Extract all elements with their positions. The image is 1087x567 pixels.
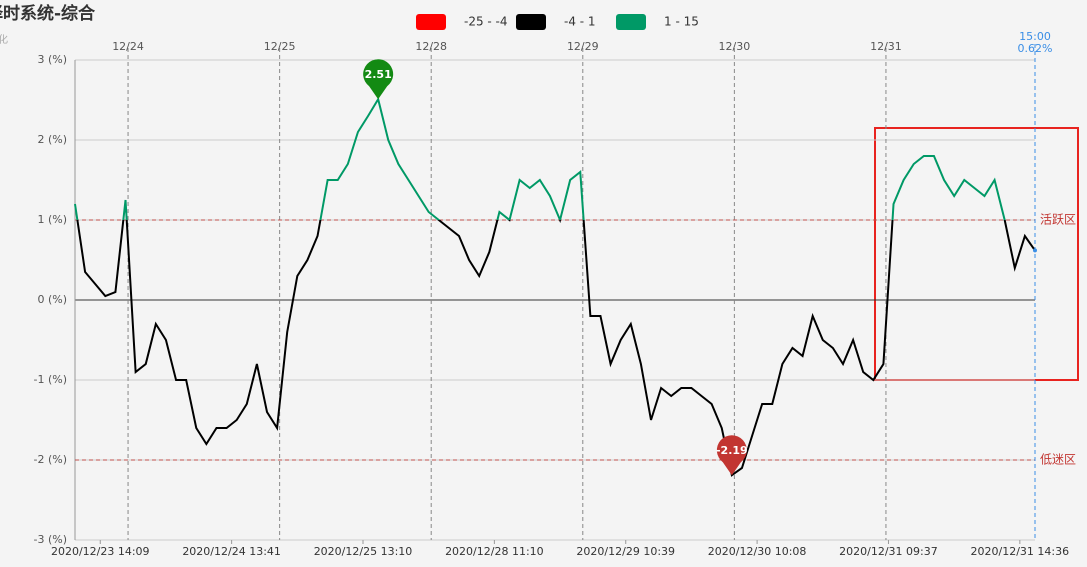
x-tick-label: 2020/12/25 13:10	[314, 545, 413, 558]
top-tick-label: 12/31	[870, 40, 902, 53]
data-line	[74, 96, 1036, 477]
x-tick-label: 2020/12/28 11:10	[445, 545, 544, 558]
x-tick-label: 2020/12/30 10:08	[708, 545, 807, 558]
top-tick-label: 12/24	[112, 40, 144, 53]
legend-label: -25 - -4	[464, 15, 508, 29]
x-tick-label: 2020/12/31 09:37	[839, 545, 938, 558]
x-tick-label: 2020/12/29 10:39	[576, 545, 675, 558]
y-tick-label: 3 (%)	[37, 53, 67, 66]
reference-label: 低迷区	[1040, 453, 1076, 467]
pin-marker	[363, 59, 394, 100]
y-tick-label: 2 (%)	[37, 133, 67, 146]
y-tick-label: -2 (%)	[34, 453, 68, 466]
reference-label: 活跃区	[1040, 213, 1076, 227]
x-tick-label: 2020/12/31 14:36	[971, 545, 1070, 558]
legend-swatch	[516, 14, 546, 30]
legend-swatch	[416, 14, 446, 30]
legend: -25 - -4 -4 - 1 1 - 15	[416, 14, 699, 30]
cursor-point	[1033, 248, 1037, 253]
legend-label: -4 - 1	[564, 15, 596, 29]
pin-marker	[716, 435, 747, 476]
pin-label: -2.19	[716, 444, 748, 457]
y-tick-label: -3 (%)	[34, 533, 68, 546]
cursor-value: 0.62%	[1018, 42, 1053, 55]
y-tick-label: 1 (%)	[37, 213, 67, 226]
cursor-time: 15:00	[1019, 30, 1051, 43]
chart-subtitle: 化	[0, 33, 8, 46]
legend-label: 1 - 15	[664, 15, 699, 29]
x-tick-label: 2020/12/24 13:41	[182, 545, 281, 558]
top-tick-label: 12/30	[719, 40, 751, 53]
top-tick-label: 12/28	[415, 40, 447, 53]
legend-swatch	[616, 14, 646, 30]
y-tick-label: 0 (%)	[37, 293, 67, 306]
pin-label: 2.51	[365, 68, 392, 81]
y-tick-label: -1 (%)	[34, 373, 68, 386]
chart-title: 择时系统-综合	[0, 3, 96, 24]
x-tick-label: 2020/12/23 14:09	[51, 545, 150, 558]
top-tick-label: 12/29	[567, 40, 599, 53]
top-tick-label: 12/25	[264, 40, 296, 53]
